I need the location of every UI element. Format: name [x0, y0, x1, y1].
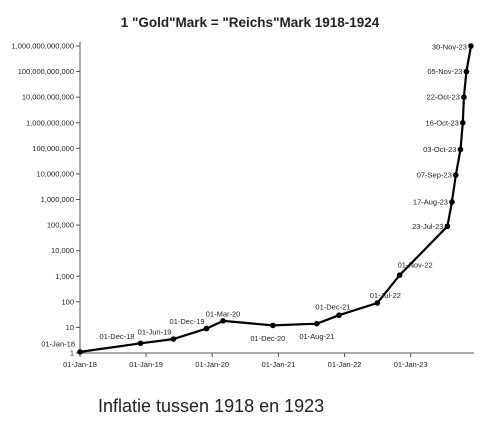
data-point-label: 01-Dec-18: [99, 332, 134, 341]
y-tick-label: 1: [70, 349, 74, 358]
data-point: [460, 119, 466, 126]
data-point-label: 16-Oct-23: [425, 118, 458, 127]
inflation-chart: 1 "Gold"Mark = "Reichs"Mark 1918-1924 11…: [11, 15, 474, 369]
y-tick-label: 1,000,000,000,000: [11, 42, 74, 51]
data-point-label: 01-Jul-22: [370, 291, 401, 300]
data-point-label: 01-Mar-20: [206, 309, 241, 318]
y-tick-label: 100,000,000,000: [18, 67, 74, 76]
data-point-label: 22-Oct-23: [427, 93, 460, 102]
series-line: [79, 45, 473, 353]
data-point: [444, 223, 451, 230]
data-point: [336, 312, 342, 319]
data-point: [457, 146, 464, 153]
data-point-label: 23-Jul-23: [412, 222, 443, 231]
data-point-label: 01-Dec-21: [315, 303, 350, 312]
data-point: [170, 336, 177, 342]
data-point: [137, 340, 144, 347]
data-point: [463, 68, 470, 75]
data-point-label: 01-Aug-21: [299, 332, 334, 341]
data-point: [77, 349, 83, 355]
data-point: [468, 43, 474, 49]
caption: Inflatie tussen 1918 en 1923: [98, 396, 325, 416]
chart-axes: 1 10 100 1,000 10,000 100,000 1,000,000 10,000,…: [11, 42, 474, 369]
data-point-label: 07-Sep-23: [417, 171, 452, 180]
x-tick-label: 01-Jan-19: [129, 360, 163, 369]
data-point-label: 05-Nov-23: [427, 67, 462, 76]
x-tick-label: 01-Jan-22: [328, 360, 362, 369]
chart-series: 01-Jan-18 01-Dec-18 01-Jun-19 01-Dec-1901-M…: [41, 43, 474, 355]
x-tick-label: 01-Jan-23: [394, 360, 428, 369]
x-tick-label: 01-Jan-20: [195, 360, 229, 369]
data-point: [374, 300, 381, 306]
data-point: [203, 325, 210, 332]
y-tick-label: 1,000: [55, 272, 74, 281]
data-point-label: 01-Jun-19: [138, 328, 172, 337]
y-tick-label: 1,000,000: [41, 195, 74, 204]
data-point-label: 01-Jan-18: [41, 339, 75, 348]
y-tick-label: 1,000,000,000: [26, 118, 74, 127]
data-point-label: 30-Nov-23: [432, 43, 467, 52]
data-point-label: 17-Aug-23: [413, 197, 448, 206]
data-point-label: 03-Oct-23: [423, 145, 456, 154]
x-tick-label: 01-Jan-21: [262, 360, 296, 369]
data-point-label: 01-Nov-22: [398, 261, 433, 270]
y-tick-label: 10,000,000,000: [22, 93, 74, 102]
data-point: [314, 320, 320, 327]
y-tick-label: 10,000: [51, 246, 74, 255]
y-tick-label: 100: [61, 297, 74, 306]
data-point: [449, 199, 455, 205]
data-point: [461, 94, 467, 100]
data-point: [270, 322, 276, 329]
data-point: [220, 318, 226, 324]
x-tick-label: 01-Jan-18: [63, 360, 97, 369]
chart-title: 1 "Gold"Mark = "Reichs"Mark 1918-1924: [121, 15, 380, 30]
y-tick-label: 100,000: [47, 221, 74, 230]
y-tick-label: 100,000,000: [32, 144, 74, 153]
data-point-label: 01-Dec-19: [170, 317, 205, 326]
y-tick-label: 10,000,000: [36, 169, 74, 178]
y-tick-label: 10: [66, 323, 74, 332]
data-point-label: 01-Dec-20: [250, 334, 285, 343]
data-point: [396, 272, 403, 278]
data-point: [452, 172, 459, 178]
